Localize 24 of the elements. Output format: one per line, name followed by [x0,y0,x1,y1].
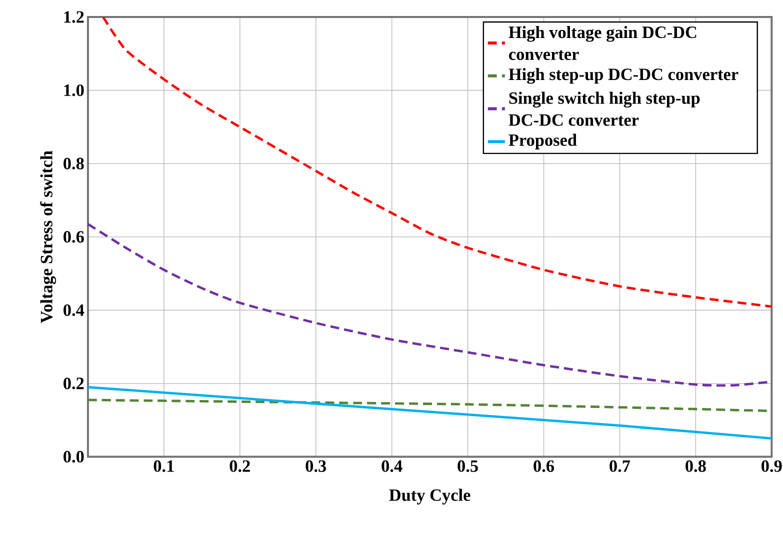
y-tick-label: 0.0 [64,451,84,463]
x-tick-label: 0.9 [762,460,782,472]
x-tick-label: 0.4 [382,460,402,472]
y-tick-label: 0.6 [64,231,84,243]
legend-label: High step-up DC-DC converter [508,68,738,84]
y-tick-label: 0.8 [64,158,84,170]
x-tick-label: 0.1 [154,460,174,472]
x-tick-label: 0.7 [610,460,630,472]
line-series [102,17,772,308]
y-tick-label: 0.2 [64,378,84,390]
x-tick-label: 0.2 [230,460,250,472]
legend-label: Single switch high step-up DC-DC converter [508,92,700,126]
x-tick-label: 0.3 [306,460,326,472]
line-series [88,386,772,440]
y-tick-label: 0.4 [64,304,84,316]
x-tick-label: 0.8 [686,460,706,472]
y-axis-title: Voltage Stress of switch [40,150,56,324]
x-tick-label: 0.6 [534,460,554,472]
legend-label: High voltage gain DC-DC converter [508,26,696,60]
y-tick-label: 1.0 [64,84,84,96]
x-axis-title: Duty Cycle [389,488,470,505]
y-tick-label: 1.2 [64,11,84,24]
x-tick-label: 0.5 [458,460,478,472]
legend-label: Proposed [508,134,577,150]
